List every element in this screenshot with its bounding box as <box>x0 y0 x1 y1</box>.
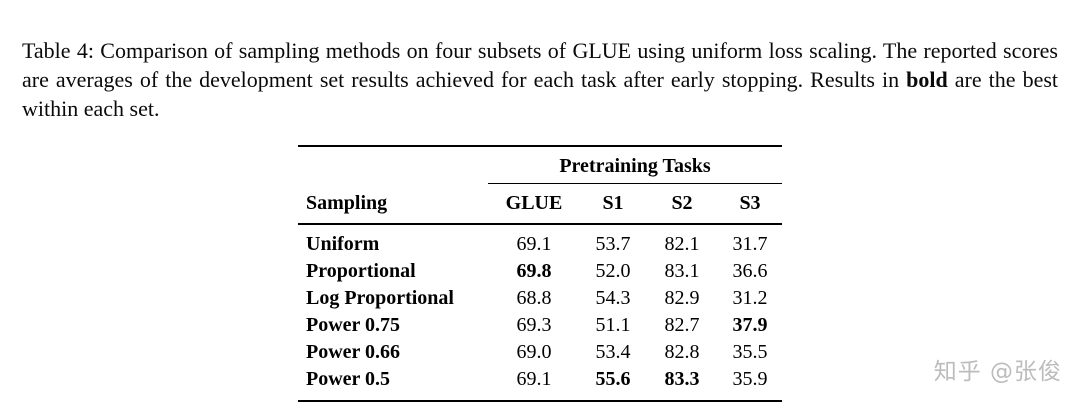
table-row-log-proportional: Log Proportional 68.8 54.3 82.9 31.2 <box>298 285 782 312</box>
column-header-row: Sampling GLUE S1 S2 S3 <box>298 183 782 226</box>
table-row-uniform: Uniform 69.1 53.7 82.1 31.7 <box>298 224 782 258</box>
caption-bold-word: bold <box>906 67 948 93</box>
group-header-pretraining-tasks: Pretraining Tasks <box>488 146 782 185</box>
cell-s1: 51.1 <box>595 314 631 337</box>
row-label: Proportional <box>306 260 416 283</box>
cell-s1: 53.4 <box>595 341 631 364</box>
col-header-glue: GLUE <box>488 183 580 226</box>
table-row-proportional: Proportional 69.8 52.0 83.1 36.6 <box>298 258 782 285</box>
row-label: Log Proportional <box>306 287 454 310</box>
cell-s3: 37.9 <box>732 314 768 337</box>
cell-s3: 36.6 <box>732 260 768 283</box>
caption-text-part2: are the best within each set. <box>22 67 1059 122</box>
cell-s2: 82.7 <box>664 314 700 337</box>
col-header-s2: S2 <box>646 183 718 226</box>
cell-glue: 69.8 <box>516 260 552 283</box>
col-header-s1: S1 <box>580 183 646 226</box>
cell-s3: 31.7 <box>732 233 768 256</box>
table-row-power-05: Power 0.5 69.1 55.6 83.3 35.9 <box>298 366 782 401</box>
caption-text-part1: Table 4: Comparison of sampling methods … <box>22 38 1058 93</box>
cell-s2: 82.8 <box>664 341 700 364</box>
zhihu-watermark: 知乎 @张俊 <box>933 359 1062 385</box>
table-caption: Table 4: Comparison of sampling methods … <box>0 22 1080 123</box>
col-header-sampling: Sampling <box>298 183 488 226</box>
cell-glue: 69.3 <box>516 314 552 337</box>
cell-s1: 53.7 <box>595 233 631 256</box>
row-label: Power 0.66 <box>306 341 401 364</box>
cell-s2: 82.9 <box>664 287 700 310</box>
cell-s3: 35.5 <box>732 341 768 364</box>
cell-glue: 69.1 <box>516 368 552 391</box>
row-label: Uniform <box>306 233 380 256</box>
cell-s2: 83.1 <box>664 260 700 283</box>
cell-s1: 54.3 <box>595 287 631 310</box>
table-row-power-066: Power 0.66 69.0 53.4 82.8 35.5 <box>298 339 782 366</box>
col-header-s3: S3 <box>718 183 782 226</box>
cell-s1: 55.6 <box>595 368 631 391</box>
cell-glue: 69.0 <box>516 341 552 364</box>
cell-s1: 52.0 <box>595 260 631 283</box>
row-label: Power 0.5 <box>306 368 391 391</box>
table-row-power-075: Power 0.75 69.3 51.1 82.7 37.9 <box>298 312 782 339</box>
cell-s3: 31.2 <box>732 287 768 310</box>
table-4: Pretraining Tasks Sampling GLUE S1 S2 S3… <box>298 145 782 403</box>
empty-corner-cell <box>298 146 488 184</box>
cell-glue: 68.8 <box>516 287 552 310</box>
row-label: Power 0.75 <box>306 314 401 337</box>
cell-glue: 69.1 <box>516 233 552 256</box>
cell-s2: 82.1 <box>664 233 700 256</box>
cell-s2: 83.3 <box>664 368 700 391</box>
group-header-row: Pretraining Tasks <box>298 146 782 185</box>
cell-s3: 35.9 <box>732 368 768 391</box>
